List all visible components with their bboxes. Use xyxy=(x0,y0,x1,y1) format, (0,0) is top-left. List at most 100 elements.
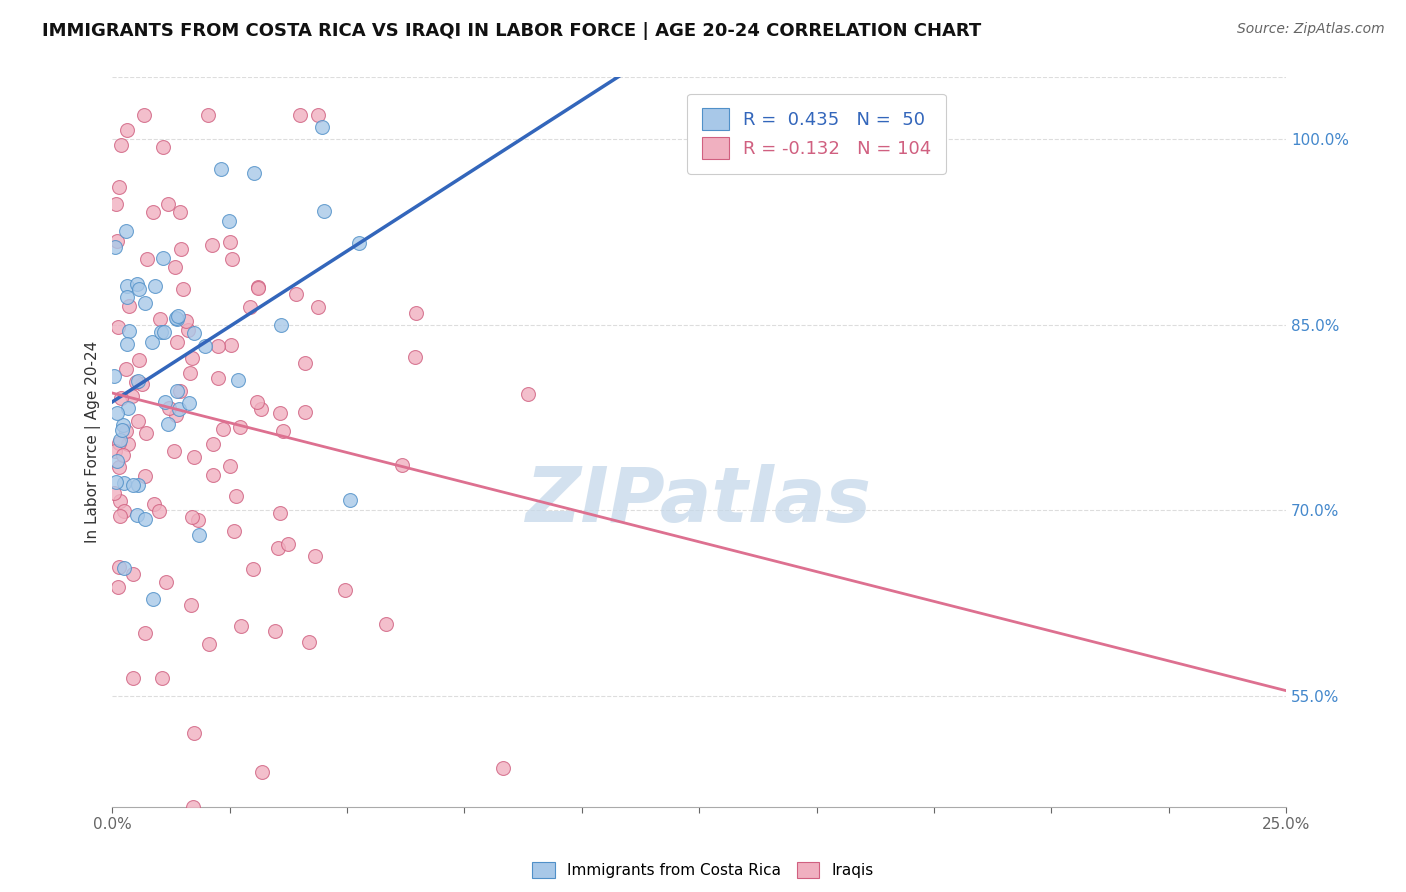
Point xyxy=(112,503,135,517)
Point xyxy=(157,417,180,432)
Point xyxy=(127,375,149,389)
Point xyxy=(131,377,153,392)
Point xyxy=(492,761,515,775)
Point xyxy=(404,350,426,364)
Point xyxy=(181,351,204,365)
Point xyxy=(219,235,242,249)
Point xyxy=(103,485,125,500)
Point xyxy=(121,389,143,403)
Point xyxy=(118,324,141,338)
Point xyxy=(115,123,138,137)
Point xyxy=(107,459,129,474)
Point xyxy=(209,161,232,176)
Point xyxy=(201,437,224,451)
Point xyxy=(142,205,165,219)
Point xyxy=(110,423,132,437)
Point xyxy=(114,362,136,376)
Point xyxy=(142,592,165,607)
Point xyxy=(314,204,336,219)
Point xyxy=(152,251,174,265)
Point xyxy=(264,624,287,639)
Point xyxy=(391,458,413,473)
Point xyxy=(153,395,176,409)
Point xyxy=(180,598,202,612)
Point xyxy=(294,405,316,419)
Point xyxy=(339,493,361,508)
Point xyxy=(127,477,149,491)
Point xyxy=(304,549,326,563)
Point xyxy=(143,278,166,293)
Point xyxy=(243,166,266,180)
Point xyxy=(267,541,290,556)
Point xyxy=(103,368,125,383)
Point xyxy=(115,424,138,438)
Point xyxy=(107,580,129,594)
Point xyxy=(167,402,190,417)
Point xyxy=(156,197,179,211)
Point xyxy=(172,282,194,296)
Point xyxy=(104,475,127,490)
Point xyxy=(180,510,202,524)
Point xyxy=(374,617,396,632)
Point xyxy=(224,524,246,538)
Point xyxy=(285,286,308,301)
Point xyxy=(143,497,166,511)
Point xyxy=(311,120,333,134)
Point xyxy=(229,419,252,434)
Point xyxy=(176,314,198,328)
Point xyxy=(110,494,132,508)
Point xyxy=(128,282,150,296)
Point xyxy=(166,384,188,399)
Point xyxy=(105,406,128,420)
Point xyxy=(128,352,150,367)
Text: Source: ZipAtlas.com: Source: ZipAtlas.com xyxy=(1237,22,1385,37)
Point xyxy=(114,224,136,238)
Point xyxy=(177,322,200,336)
Text: ZIPatlas: ZIPatlas xyxy=(526,464,872,538)
Point xyxy=(111,417,134,432)
Point xyxy=(170,242,193,256)
Point xyxy=(108,434,131,448)
Point xyxy=(212,422,235,436)
Legend: Immigrants from Costa Rica, Iraqis: Immigrants from Costa Rica, Iraqis xyxy=(526,856,880,884)
Text: IMMIGRANTS FROM COSTA RICA VS IRAQI IN LABOR FORCE | AGE 20-24 CORRELATION CHART: IMMIGRANTS FROM COSTA RICA VS IRAQI IN L… xyxy=(42,22,981,40)
Point xyxy=(108,560,131,574)
Point xyxy=(207,371,229,385)
Point xyxy=(218,458,240,473)
Point xyxy=(115,290,138,304)
Point xyxy=(125,277,148,291)
Point xyxy=(108,435,131,450)
Point xyxy=(125,508,148,523)
Point xyxy=(188,527,211,541)
Point xyxy=(117,437,139,451)
Point xyxy=(134,625,156,640)
Point xyxy=(117,401,139,415)
Point xyxy=(187,513,209,527)
Point xyxy=(141,334,163,349)
Point xyxy=(516,387,538,401)
Point xyxy=(127,414,149,428)
Point xyxy=(307,107,329,121)
Point xyxy=(134,469,156,483)
Point xyxy=(307,301,329,315)
Point xyxy=(105,454,128,468)
Point xyxy=(110,508,132,523)
Y-axis label: In Labor Force | Age 20-24: In Labor Force | Age 20-24 xyxy=(86,341,101,543)
Point xyxy=(221,252,243,266)
Point xyxy=(152,671,174,685)
Point xyxy=(246,280,269,294)
Point xyxy=(165,408,187,422)
Point xyxy=(219,337,242,351)
Point xyxy=(246,394,269,409)
Point xyxy=(105,197,128,211)
Point xyxy=(105,234,128,248)
Point xyxy=(166,312,188,326)
Point xyxy=(110,391,132,405)
Point xyxy=(202,468,225,483)
Point xyxy=(134,512,156,526)
Legend: R =  0.435   N =  50, R = -0.132   N = 104: R = 0.435 N = 50, R = -0.132 N = 104 xyxy=(688,94,946,174)
Point xyxy=(226,373,249,387)
Point xyxy=(270,318,292,332)
Point xyxy=(136,252,159,266)
Point xyxy=(405,306,427,320)
